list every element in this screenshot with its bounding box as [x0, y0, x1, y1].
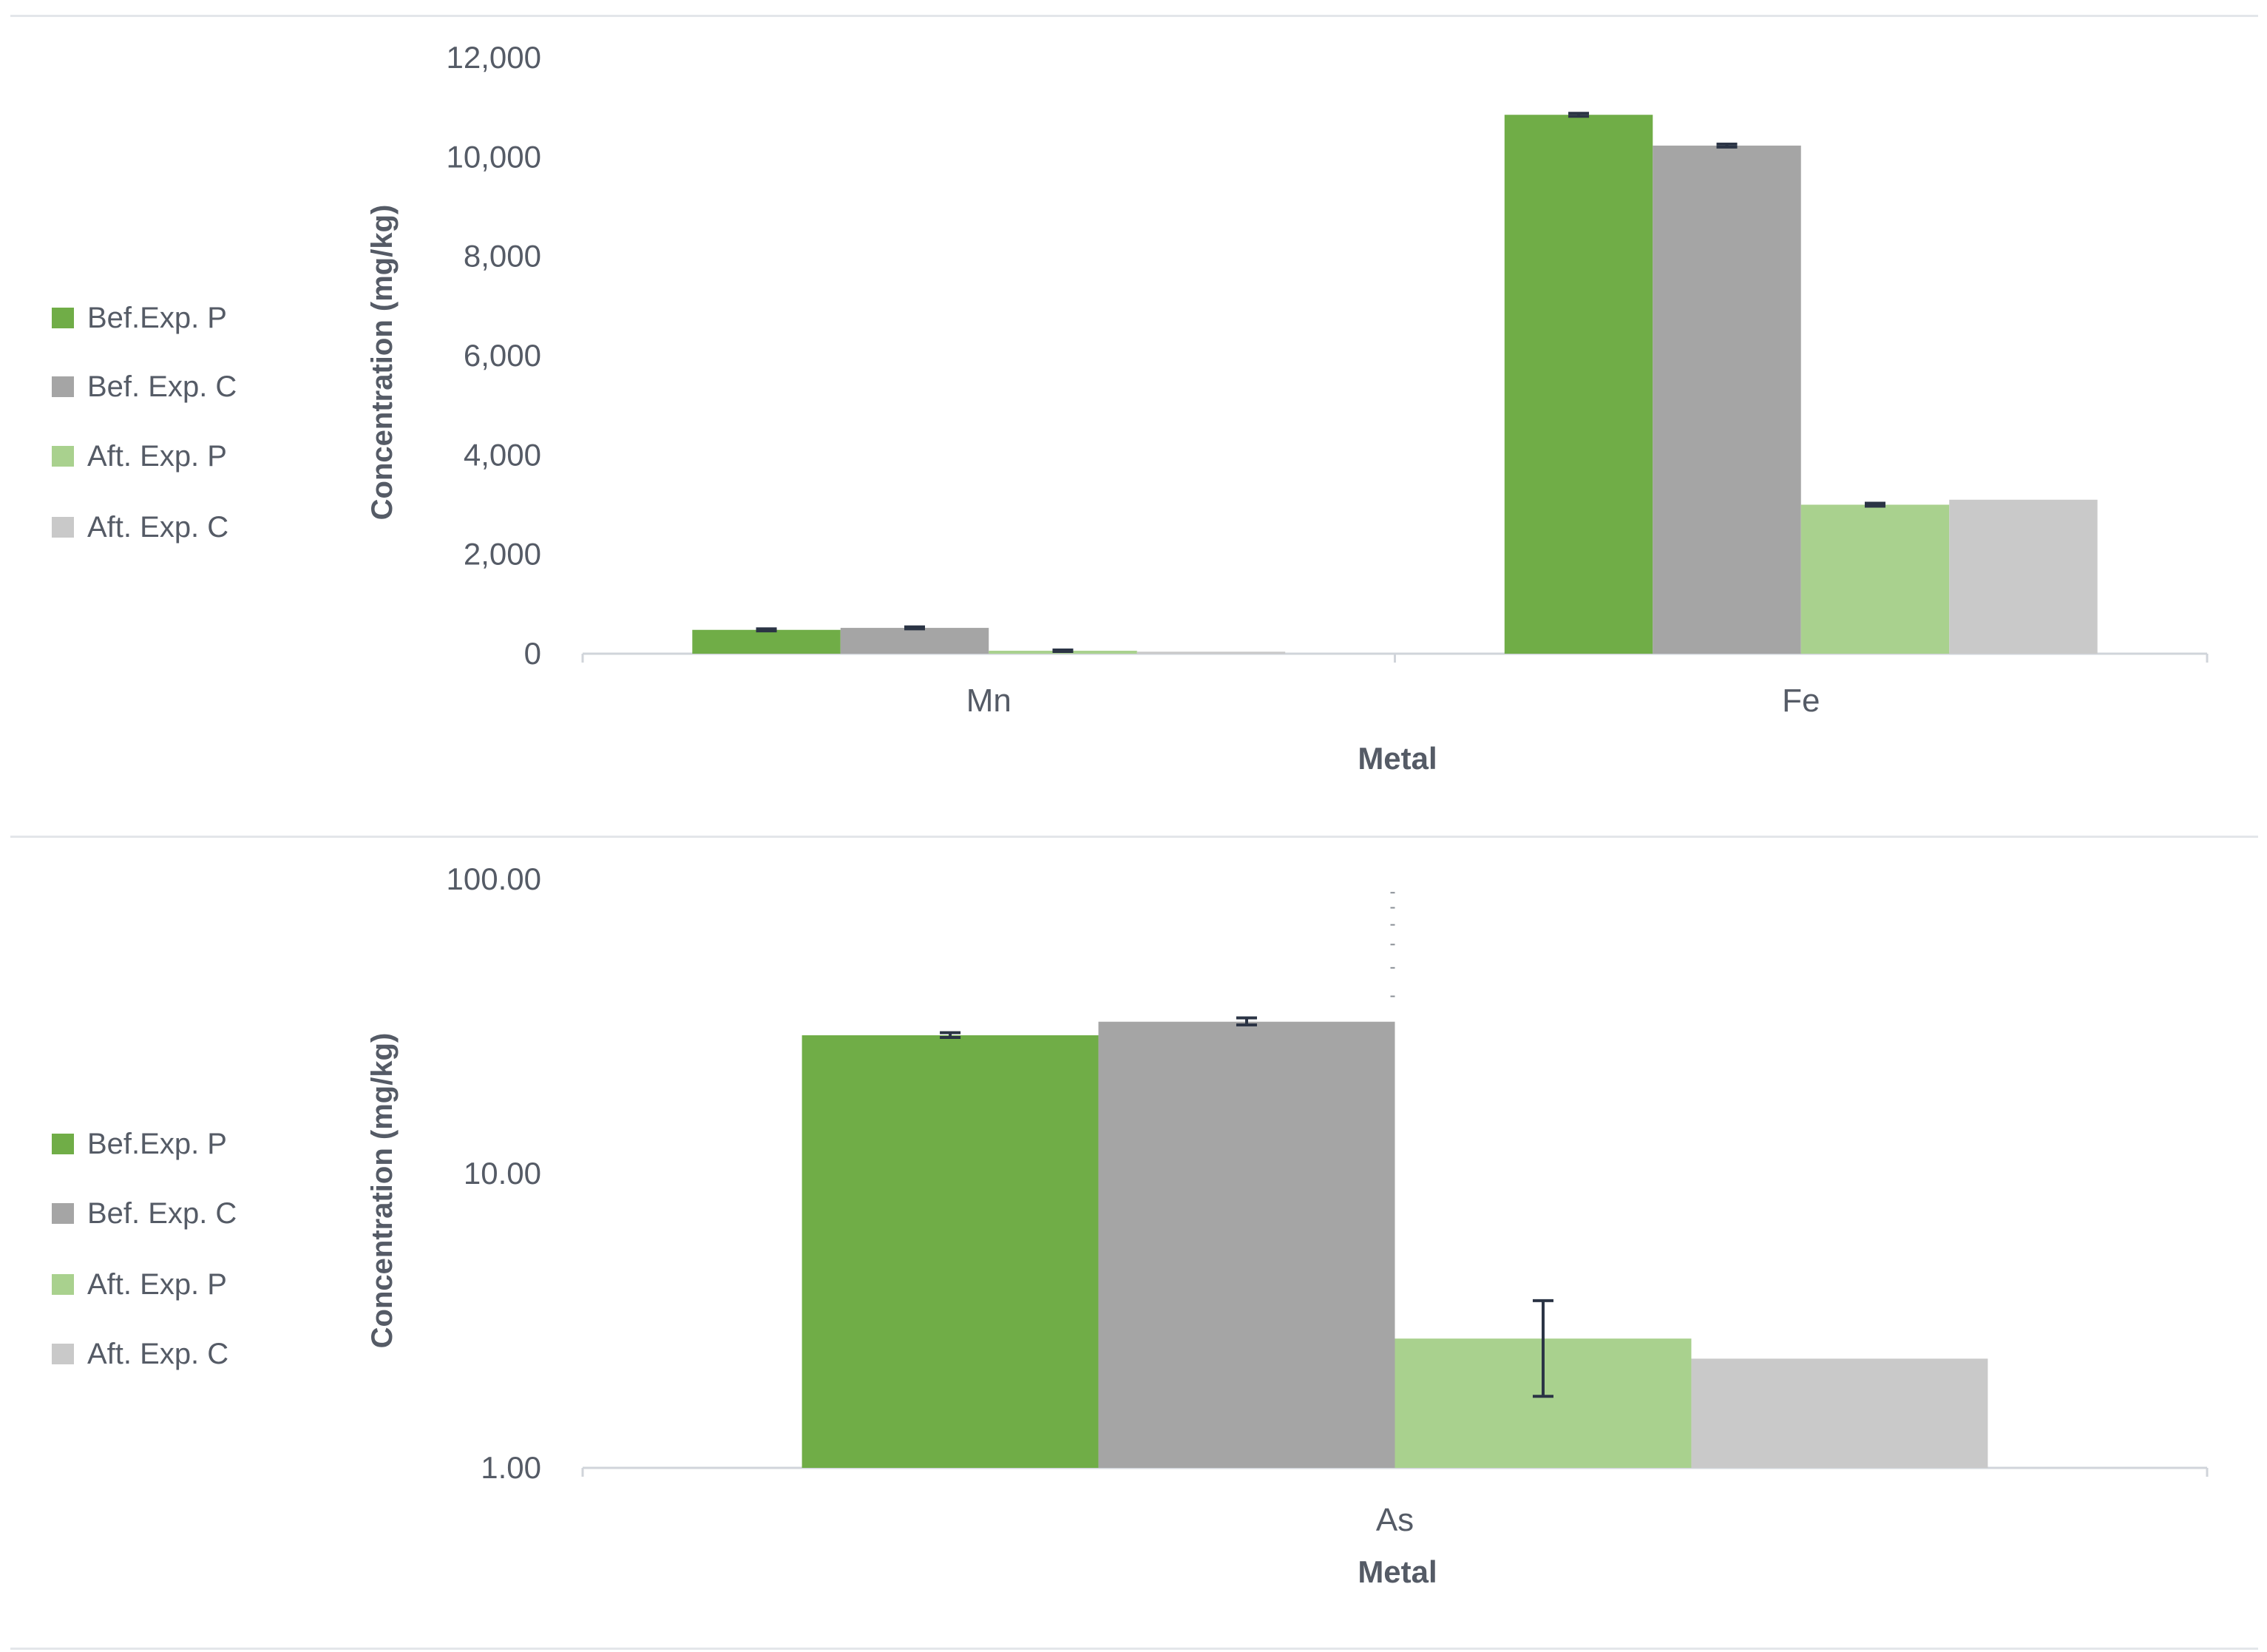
bar	[1691, 1358, 1988, 1468]
y-tick-label: 6,000	[464, 338, 541, 373]
bar	[692, 629, 841, 654]
legend-item: Aft. Exp. P	[52, 1266, 227, 1303]
y-tick-label: 2,000	[464, 537, 541, 572]
legend-item: Bef. Exp. C	[52, 368, 237, 405]
y-tick-label: 1.00	[481, 1450, 541, 1485]
legend-swatch	[52, 446, 74, 467]
y-tick-label: 0	[524, 636, 541, 671]
panel-border-top	[10, 15, 2258, 17]
bar	[1949, 499, 2098, 654]
x-axis-label: Metal	[1358, 741, 1437, 776]
y-axis-label: Concentration (mg/kg)	[366, 205, 399, 521]
bar	[840, 628, 989, 654]
legend-label: Aft. Exp. P	[87, 439, 227, 473]
x-axis-label: Metal	[1358, 1554, 1437, 1589]
bar	[1098, 1021, 1395, 1468]
legend-swatch	[52, 1344, 74, 1364]
bar	[1504, 115, 1653, 654]
legend-swatch	[52, 517, 74, 538]
chart-bottom-svg: Concentration (mg/kg) Metal 1.00 10.00 100…	[366, 861, 2209, 1589]
legend-item: Bef.Exp. P	[52, 1125, 227, 1162]
bar	[1653, 145, 1801, 654]
y-tick-label: 100.00	[447, 861, 541, 896]
chart-panel-top: Bef.Exp. P Bef. Exp. C Aft. Exp. P Aft. …	[10, 15, 2258, 838]
y-axis-label: Concentration (mg/kg)	[366, 1033, 399, 1349]
bar	[1800, 504, 1950, 654]
legend-item: Aft. Exp. C	[52, 1336, 228, 1372]
y-tick-label: 8,000	[464, 239, 541, 274]
chart-panel-bottom: Bef.Exp. P Bef. Exp. C Aft. Exp. P Aft. …	[0, 836, 2267, 1652]
legend-swatch	[52, 1134, 74, 1154]
x-tick-label: Fe	[1782, 683, 1820, 719]
legend-swatch	[52, 1203, 74, 1224]
panel-border-bottom	[10, 1648, 2258, 1650]
y-tick-label: 10,000	[447, 139, 541, 174]
legend-item: Bef.Exp. P	[52, 299, 227, 336]
y-tick-label: 12,000	[447, 40, 541, 75]
x-tick-label: Mn	[966, 683, 1011, 719]
legend-swatch	[52, 1274, 74, 1295]
x-tick-label: As	[1376, 1502, 1414, 1538]
legend-item: Aft. Exp. P	[52, 438, 227, 475]
legend-label: Bef. Exp. C	[87, 370, 237, 403]
bar	[802, 1035, 1099, 1468]
panel-border-bottom	[10, 836, 2258, 838]
legend-item: Aft. Exp. C	[52, 509, 228, 546]
y-tick-label: 10.00	[464, 1156, 541, 1191]
legend-item: Bef. Exp. C	[52, 1195, 237, 1232]
legend-swatch	[52, 308, 74, 328]
legend-swatch	[52, 376, 74, 397]
bar	[1136, 651, 1286, 654]
y-tick-label: 4,000	[464, 437, 541, 472]
legend-label: Bef.Exp. P	[87, 1127, 227, 1160]
chart-top-svg: Concentration (mg/kg) Metal 0 2,000 4,000 6…	[366, 40, 2209, 776]
legend-label: Bef. Exp. C	[87, 1196, 237, 1230]
legend-label: Bef.Exp. P	[87, 301, 227, 334]
legend-label: Aft. Exp. P	[87, 1267, 227, 1301]
legend-label: Aft. Exp. C	[87, 510, 229, 544]
legend-label: Aft. Exp. C	[87, 1337, 229, 1370]
